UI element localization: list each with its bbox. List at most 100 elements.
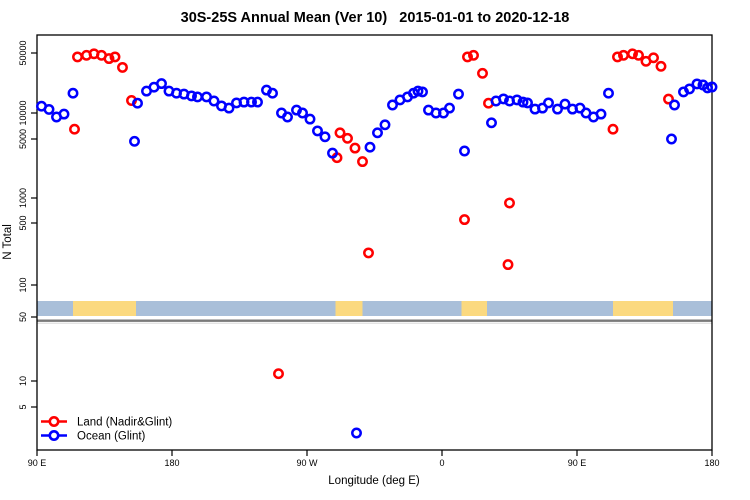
band-divider-line xyxy=(37,319,712,322)
data-point-land xyxy=(655,60,667,72)
y-tick-label: 50000 xyxy=(18,40,28,65)
y-tick-label: 10000 xyxy=(18,100,28,125)
x-axis-label: Longitude (deg E) xyxy=(328,475,420,487)
band-land-segment xyxy=(335,301,363,316)
band-ocean xyxy=(37,301,712,316)
data-point-ocean xyxy=(691,78,703,90)
y-tick-label: 5000 xyxy=(18,129,28,149)
data-point-ocean xyxy=(498,93,509,105)
data-point-ocean xyxy=(444,102,455,114)
data-point-ocean xyxy=(595,108,607,120)
data-point-land xyxy=(633,49,644,61)
data-point-land xyxy=(459,214,470,226)
y-axis-label: N Total xyxy=(2,224,14,260)
chart-title: 30S-25S Annual Mean (Ver 10) 2015-01-01 … xyxy=(180,10,570,26)
data-point-ocean xyxy=(132,97,143,109)
data-point-ocean xyxy=(684,83,695,95)
data-point-land xyxy=(273,368,284,380)
data-point-ocean xyxy=(252,96,263,108)
data-point-land xyxy=(612,51,623,63)
data-point-land xyxy=(69,123,80,135)
legend-marker xyxy=(48,415,60,427)
data-point-land xyxy=(342,132,353,144)
band-land-segment xyxy=(461,301,487,316)
data-point-land xyxy=(504,197,515,209)
data-point-ocean xyxy=(387,99,398,111)
land-ocean-band xyxy=(37,301,712,324)
data-point-ocean xyxy=(304,113,316,125)
data-point-land xyxy=(334,127,346,139)
y-tick-label: 500 xyxy=(18,215,28,230)
data-point-ocean xyxy=(312,125,323,137)
data-point-ocean xyxy=(327,147,338,159)
data-point-ocean xyxy=(156,78,167,90)
x-tick-label: 90 E xyxy=(28,458,47,468)
data-point-ocean xyxy=(511,94,523,106)
y-tick-label: 5 xyxy=(18,404,28,409)
data-point-ocean xyxy=(351,427,362,439)
data-point-land xyxy=(627,48,638,60)
data-point-land xyxy=(607,123,619,135)
data-point-land xyxy=(663,93,674,105)
data-point-ocean xyxy=(372,127,383,139)
data-point-ocean xyxy=(43,103,55,115)
data-point-ocean xyxy=(603,87,614,99)
data-point-ocean xyxy=(666,133,677,145)
data-point-ocean xyxy=(706,81,718,93)
data-point-ocean xyxy=(702,82,713,94)
plot-frame xyxy=(36,34,713,451)
y-tick-label: 10 xyxy=(18,376,28,386)
data-points xyxy=(36,48,718,439)
band-land-segment xyxy=(613,301,673,316)
data-point-land xyxy=(462,51,473,63)
plot-border xyxy=(36,34,713,451)
data-point-ocean xyxy=(486,117,497,129)
legend: Land (Nadir&Glint) Ocean (Glint) xyxy=(41,415,172,443)
x-tick-label: 90 E xyxy=(568,458,587,468)
data-point-ocean xyxy=(412,85,424,97)
data-point-land xyxy=(117,61,128,73)
x-tick-label: 180 xyxy=(704,458,719,468)
legend-label: Land (Nadir&Glint) xyxy=(77,417,172,429)
data-point-ocean xyxy=(223,102,235,114)
y-tick-label: 50 xyxy=(18,312,28,322)
axis-ticks: 90 E 180 90 W 0 90 E 180 50000 10000 5000 1000 500… xyxy=(18,40,720,468)
data-point-land xyxy=(648,52,659,64)
data-point-ocean xyxy=(186,90,197,102)
data-point-ocean xyxy=(67,87,79,99)
data-point-ocean xyxy=(246,96,257,108)
data-point-ocean xyxy=(297,107,308,119)
x-tick-label: 180 xyxy=(164,458,179,468)
legend-marker xyxy=(48,429,60,441)
data-point-ocean xyxy=(379,119,391,131)
data-point-ocean xyxy=(669,99,680,111)
data-point-land xyxy=(357,156,368,168)
data-point-ocean xyxy=(543,97,554,109)
data-point-ocean xyxy=(267,87,278,99)
data-point-land xyxy=(363,247,374,259)
data-point-land xyxy=(109,51,121,63)
legend-label: Ocean (Glint) xyxy=(77,431,146,443)
data-point-ocean xyxy=(417,86,428,98)
data-point-ocean xyxy=(559,98,571,110)
x-tick-label: 0 xyxy=(439,458,444,468)
x-tick-label: 90 W xyxy=(296,458,318,468)
band-divider-line-light xyxy=(37,322,712,324)
data-point-ocean xyxy=(522,97,533,109)
data-point-ocean xyxy=(459,145,470,157)
data-point-land xyxy=(477,67,488,79)
data-point-land xyxy=(468,49,479,61)
data-point-ocean xyxy=(453,88,464,100)
data-point-ocean xyxy=(552,103,563,115)
band-land-segment xyxy=(73,301,136,316)
data-point-ocean xyxy=(282,111,293,123)
y-tick-label: 100 xyxy=(18,277,28,292)
data-point-ocean xyxy=(208,95,220,107)
data-point-ocean xyxy=(129,135,140,147)
data-point-ocean xyxy=(537,102,548,114)
data-point-land xyxy=(72,51,83,63)
data-point-ocean xyxy=(517,96,529,108)
y-tick-label: 1000 xyxy=(18,188,28,208)
data-point-ocean xyxy=(58,108,70,120)
